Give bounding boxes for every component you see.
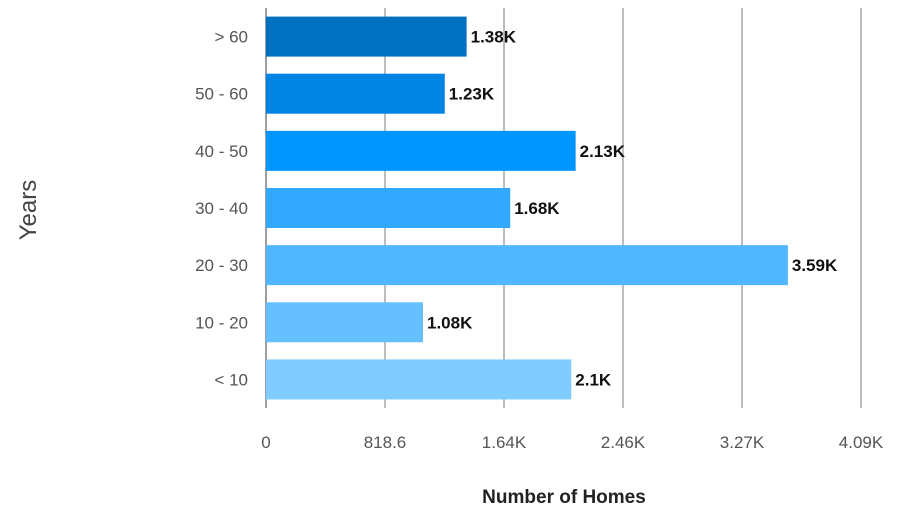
category-label: 10 - 20 — [195, 313, 248, 332]
data-labels: 1.38K 1.23K 2.13K 1.68K 3.59K 1.08K 2.1K — [427, 28, 838, 390]
bar — [266, 245, 788, 286]
bar — [266, 359, 572, 400]
bar — [266, 302, 423, 343]
bar — [266, 188, 511, 228]
category-label: 40 - 50 — [195, 142, 248, 161]
x-tick-label: 4.09K — [839, 433, 884, 452]
x-axis-title: Number of Homes — [482, 487, 646, 508]
x-tick-label: 1.64K — [482, 433, 527, 452]
bar — [266, 130, 576, 171]
data-label: 1.08K — [427, 313, 473, 332]
data-label: 2.13K — [580, 142, 626, 161]
data-label: 2.1K — [575, 370, 612, 389]
category-label: < 10 — [214, 370, 248, 389]
category-labels: > 60 50 - 60 40 - 50 30 - 40 20 - 30 10 - 20 <… — [195, 28, 248, 390]
category-label: 50 - 60 — [195, 85, 248, 104]
bar — [266, 16, 467, 57]
category-label: 30 - 40 — [195, 199, 248, 218]
data-label: 1.38K — [471, 28, 517, 47]
x-tick-label: 0 — [261, 433, 270, 452]
x-tick-labels: 0 818.6 1.64K 2.46K 3.27K 4.09K — [261, 433, 884, 452]
data-label: 3.59K — [792, 256, 838, 275]
bars — [266, 16, 788, 400]
x-tick-label: 3.27K — [720, 433, 765, 452]
bar — [266, 73, 445, 114]
y-axis-title: Years — [15, 180, 42, 241]
category-label: > 60 — [214, 28, 248, 47]
x-tick-label: 2.46K — [601, 433, 646, 452]
x-tick-label: 818.6 — [364, 433, 407, 452]
data-label: 1.23K — [449, 85, 495, 104]
data-label: 1.68K — [514, 199, 560, 218]
category-label: 20 - 30 — [195, 256, 248, 275]
